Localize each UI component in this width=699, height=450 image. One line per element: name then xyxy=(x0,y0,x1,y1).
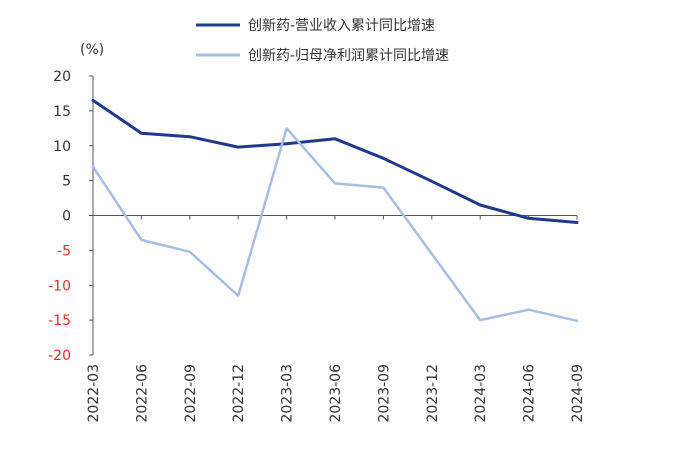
y-tick-label: 5 xyxy=(62,174,71,190)
y-tick-label: 15 xyxy=(53,104,71,120)
series-layer xyxy=(91,98,579,323)
y-tick-label: 20 xyxy=(53,69,71,85)
y-unit-label: (%) xyxy=(80,42,104,58)
y-tick-label: -10 xyxy=(48,278,71,294)
series-line-2 xyxy=(91,127,579,323)
x-tick-label: 2023-12 xyxy=(425,364,441,423)
y-tick-label: -5 xyxy=(57,243,71,259)
x-tick-label: 2023-06 xyxy=(328,364,344,423)
x-tick-label: 2024-09 xyxy=(570,364,586,423)
y-tick-label: -20 xyxy=(48,348,71,364)
legend-label: 创新药-营业收入累计同比增速 xyxy=(248,18,435,34)
x-tick-label: 2022-09 xyxy=(183,364,199,423)
x-tick-label: 2024-06 xyxy=(522,364,538,423)
x-tick-label: 2022-03 xyxy=(86,364,102,423)
y-tick-label: -15 xyxy=(48,313,71,329)
x-tick-label: 2023-09 xyxy=(376,364,392,423)
x-tick-label: 2022-12 xyxy=(231,364,247,423)
x-tick-label: 2024-03 xyxy=(473,364,489,423)
axes: 20 15 10 5 0 -5 -10 -15 -20 2022-03 2022-06 2022-09… xyxy=(48,69,586,423)
x-tick-label: 2023-03 xyxy=(280,364,296,423)
series-line-1 xyxy=(91,98,579,224)
legend-label: 创新药-归母净利润累计同比增速 xyxy=(248,47,449,64)
y-tick-label: 0 xyxy=(62,209,71,225)
x-tick-label: 2022-06 xyxy=(134,364,150,423)
y-tick-label: 10 xyxy=(53,139,71,155)
